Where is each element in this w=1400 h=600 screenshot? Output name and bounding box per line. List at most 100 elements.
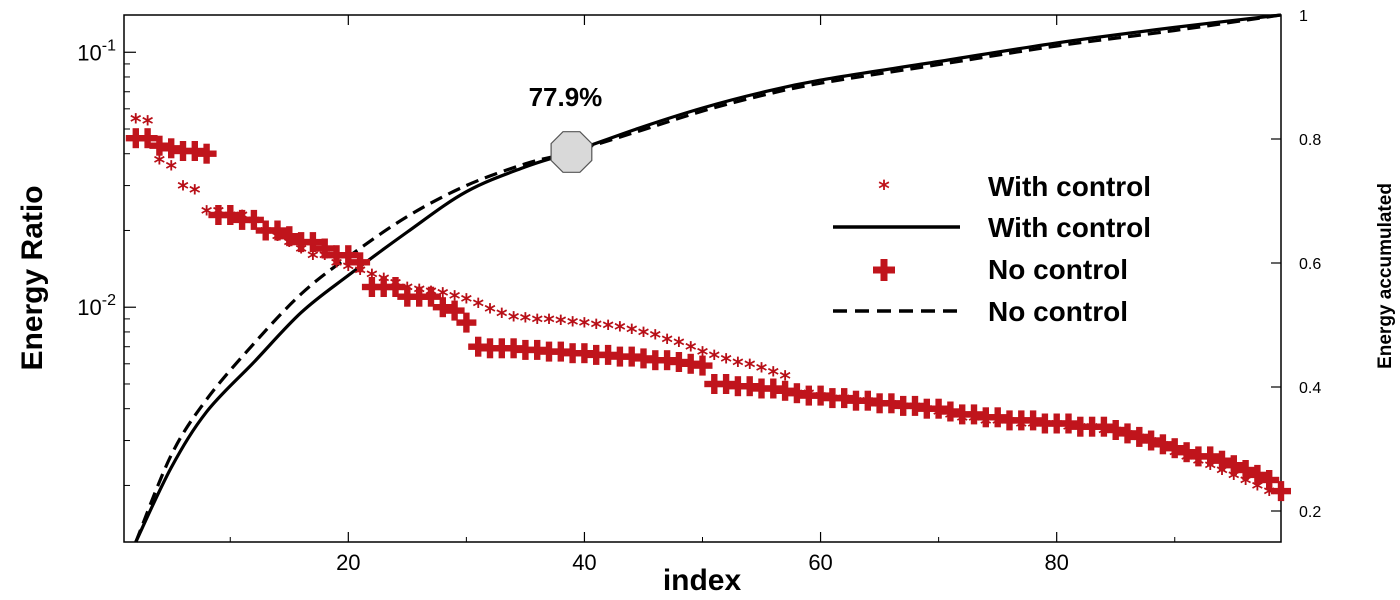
no-control-ratio-point [444,300,465,321]
no-control-ratio-point [1176,442,1197,463]
with-control-ratio-point: * [543,311,555,336]
no-control-ratio-point [574,343,595,364]
no-control-ratio-point [916,398,937,419]
plus-bar-v [1065,413,1072,434]
no-control-ratio-point [184,141,205,161]
plus-bar-v [781,380,789,401]
plus-bar-v [1136,426,1143,447]
plus-bar-v [900,395,907,416]
with-control-ratio-point: * [626,321,638,346]
plus-bar-v [309,232,317,253]
legend-symbol-plus [873,259,895,281]
no-control-ratio-point [326,245,347,266]
plus-bar-v [557,341,564,362]
y2-tick-label: 0.8 [1299,132,1321,149]
no-control-ratio-point [503,338,524,359]
plus-bar-v [203,143,210,164]
no-control-ratio-point [220,205,241,225]
plus-bar-v [604,344,612,365]
plus-bar-v [876,393,883,414]
plus-bar-v [191,141,198,161]
y2-axis-title: Energy accumulated [1375,183,1396,369]
with-control-ratio-point: * [307,247,319,272]
no-control-ratio-point [279,226,300,247]
plus-bar-v [1171,438,1178,459]
no-control-ratio-point [739,376,760,397]
with-control-ratio-point: * [590,316,602,341]
no-control-ratio-point [338,245,359,266]
x-tick-label: 80 [1044,550,1068,575]
no-control-ratio-point [456,312,477,333]
with-control-ratio-point: * [650,327,662,352]
y-tick-label: 10-1 [77,37,116,65]
no-control-ratio-point [952,404,973,425]
no-control-ratio-point [987,407,1008,428]
no-control-ratio-point [786,383,807,404]
plus-bar-v [805,385,812,406]
no-control-ratio-point [1093,416,1114,437]
no-control-ratio-point [621,346,642,367]
plus-bar-v [1266,470,1273,490]
with-control-ratio-point: * [531,311,543,336]
no-control-ratio-point [727,376,748,397]
no-control-ratio-point [232,209,253,230]
no-control-ratio-point [704,374,725,394]
no-control-ratio-point [314,238,335,259]
no-control-ratio-point [491,338,512,359]
plus-bar-v [1195,446,1202,467]
plus-bar-v [368,277,376,297]
with-control-ratio-point: * [744,356,756,381]
no-control-ratio-point [692,355,713,376]
plus-bar-v [262,220,269,241]
with-control-ratio-point: * [638,324,650,349]
plus-bar-v [1077,416,1084,437]
plus-bar-v [1053,413,1060,434]
plus-bar-v [250,209,258,230]
plus-bar-v [156,135,163,156]
plus-bar-v [687,353,694,374]
no-control-ratio-point [397,286,418,307]
plus-bar-v [427,286,435,307]
plus-bar-v [829,388,836,409]
no-control-ratio-point [125,128,146,149]
with-control-ratio-point: * [484,300,496,325]
plus-bar-v [1029,410,1037,431]
y2-tick-label: 0.4 [1299,380,1321,397]
legend-label-with-control-star: With control [988,171,1151,202]
plus-bar-v [274,220,281,241]
plus-bar-v [970,404,978,425]
no-control-ratio-point [964,404,984,425]
plus-bar-v [404,286,411,307]
x-tick-label: 40 [572,550,596,575]
no-control-ratio-point [350,252,371,273]
plus-bar-v [1088,416,1096,437]
no-control-ratio-point [834,388,855,409]
plus-bar-v [297,232,305,253]
legend-label-with-control-line: With control [988,212,1151,243]
plus-bar-v [746,376,753,397]
y-tick-label: 10-2 [77,292,116,320]
no-control-ratio-point [385,277,406,297]
y2-tick-label: 0.6 [1299,256,1321,273]
plus-bar-v [1159,434,1167,455]
annotation-octagon-marker [550,131,593,173]
no-control-ratio-point [975,407,996,428]
plus-bar-v [569,343,576,364]
no-control-ratio-point [657,350,678,371]
with-control-ratio-point: * [567,313,579,338]
plus-bar-v [935,398,942,419]
plus-bar-v [179,141,187,161]
plus-bar-v [1112,420,1119,440]
no-control-ratio-point [1070,416,1091,437]
plus-bar-v [321,238,328,259]
plus-bar-v [345,245,352,266]
with-control-ratio-point: * [555,312,567,337]
no-control-ratio-point [598,344,619,365]
no-control-ratio-point [243,209,264,230]
no-control-ratio-point [928,398,949,419]
plus-bar-v [817,385,824,406]
plus-bar-v [238,209,246,230]
no-control-ratio-point [1212,450,1232,471]
plus-bar-v [911,395,919,416]
